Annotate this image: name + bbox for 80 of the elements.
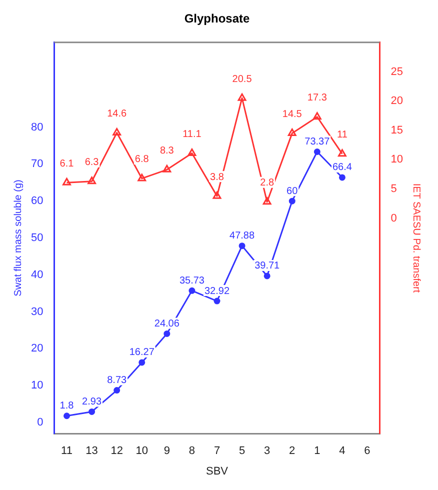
- point: [238, 242, 246, 250]
- point: [312, 112, 322, 120]
- point: [212, 191, 222, 199]
- point: [114, 387, 120, 394]
- data-label: 47.88: [230, 230, 255, 242]
- data-label: 14.5: [282, 109, 302, 120]
- y-tick-label: 60: [30, 195, 44, 208]
- x-tick-label: 6: [364, 445, 370, 458]
- point: [188, 148, 196, 156]
- point: [138, 359, 146, 366]
- x-tick-label: 8: [188, 445, 196, 458]
- data-label: 14.6: [107, 108, 128, 120]
- data-label: 6.3: [84, 157, 100, 168]
- point: [64, 412, 70, 420]
- y2-tick-label: 5: [390, 183, 397, 196]
- y2-tick-label: 25: [390, 66, 404, 78]
- data-label: 20.5: [232, 74, 252, 85]
- data-label: 2.93: [82, 396, 102, 408]
- y-tick-label: 80: [30, 121, 44, 134]
- point: [338, 149, 346, 157]
- x-tick-label: 4: [339, 445, 346, 458]
- x-tick-label: 12: [110, 445, 123, 458]
- y2-tick-label: 15: [390, 124, 404, 136]
- y-axis-title: Swat flux mass soluble (g): [12, 180, 24, 296]
- point: [88, 408, 96, 415]
- data-label: 6.1: [60, 158, 74, 170]
- data-label: 6.8: [134, 154, 150, 166]
- y-tick-label: 10: [30, 380, 44, 392]
- point: [164, 330, 170, 337]
- chart-title: Glyphosate: [184, 12, 250, 26]
- data-label: 2.8: [260, 178, 274, 189]
- data-label: 11: [337, 130, 348, 141]
- x-tick-label: 11: [61, 445, 72, 458]
- y-tick-label: 40: [30, 268, 44, 281]
- point: [288, 128, 296, 136]
- data-label: 3.8: [210, 172, 224, 183]
- data-label: 11.1: [182, 129, 202, 140]
- y-tick-label: 70: [30, 158, 44, 170]
- x-tick-label: 5: [238, 445, 246, 458]
- y-tick-label: 0: [37, 416, 44, 429]
- point: [264, 272, 270, 280]
- x-tick-label: 13: [86, 445, 98, 458]
- point: [238, 93, 246, 101]
- point: [288, 198, 296, 204]
- y2-tick-label: 0: [390, 212, 397, 224]
- point: [338, 174, 346, 181]
- x-tick-label: 10: [136, 445, 148, 458]
- y2-axis-title: IET SAESU Pd. transfert: [410, 183, 422, 293]
- y-tick-label: 50: [30, 232, 44, 244]
- point: [112, 128, 122, 136]
- point: [262, 197, 272, 205]
- point: [88, 176, 96, 184]
- data-label: 24.06: [154, 318, 180, 330]
- data-label: 1.8: [60, 400, 74, 412]
- x-tick-label: 1: [314, 445, 320, 458]
- x-tick-label: 2: [289, 445, 296, 458]
- point: [138, 174, 146, 182]
- y-tick-label: 20: [30, 342, 44, 355]
- data-label: 66.4: [332, 162, 352, 174]
- point: [162, 164, 172, 172]
- data-label: 73.37: [304, 136, 330, 148]
- data-label: 8.73: [107, 375, 128, 386]
- data-label: 8.3: [160, 145, 174, 156]
- point: [62, 178, 71, 186]
- y2-tick-label: 20: [390, 95, 404, 108]
- point: [314, 148, 320, 155]
- y2-tick-label: 10: [390, 154, 404, 166]
- x-tick-label: 9: [164, 445, 170, 458]
- data-label: 16.27: [129, 347, 155, 358]
- y-tick-label: 30: [30, 306, 44, 318]
- data-label: 17.3: [307, 92, 328, 104]
- point: [188, 287, 196, 294]
- data-label: 32.92: [204, 286, 230, 297]
- x-tick-label: 3: [264, 445, 270, 458]
- data-label: 35.73: [179, 275, 205, 286]
- x-tick-label: 7: [214, 445, 220, 458]
- data-label: 39.71: [254, 260, 280, 272]
- point: [214, 298, 220, 304]
- x-axis-title: SBV: [206, 465, 229, 478]
- data-label: 60: [286, 186, 298, 197]
